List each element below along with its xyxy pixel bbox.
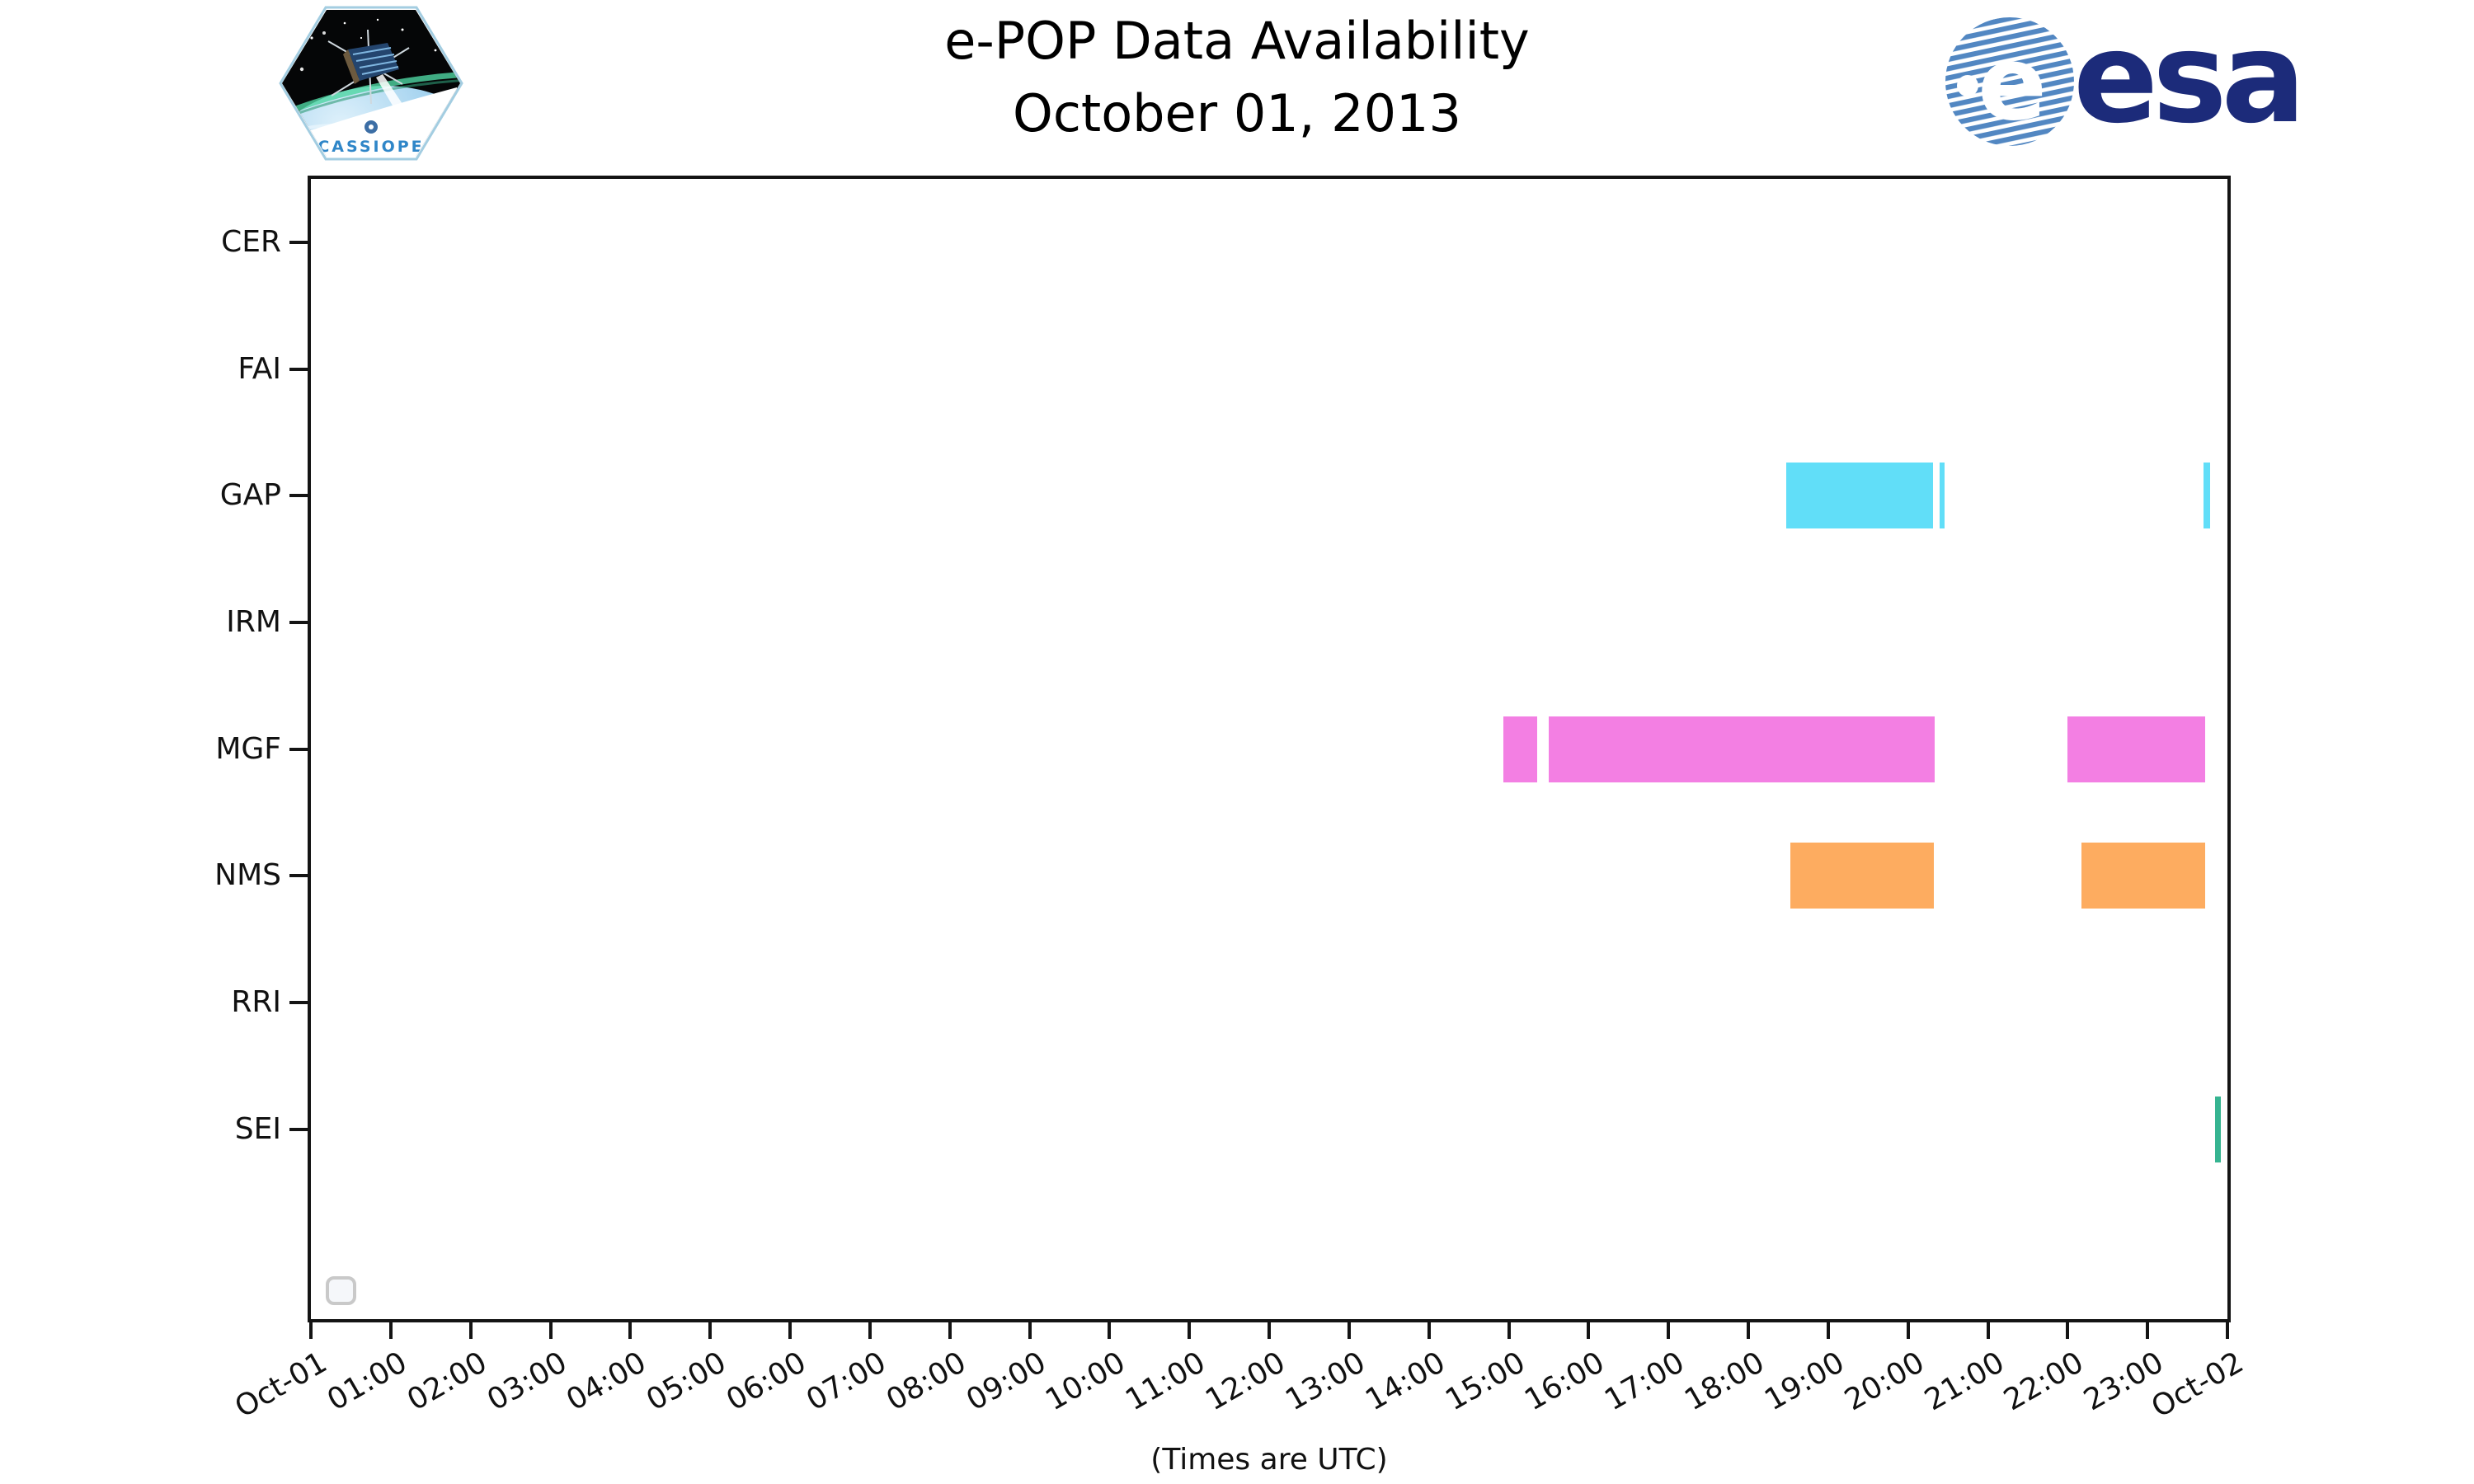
x-axis-label-1500: 15:00	[1439, 1345, 1531, 1418]
esa-globe-e: e	[1978, 25, 2047, 143]
plot-area: CER FAI GAP IRM MGF NMS RRI SEI Oct-01 01:00 02:00…	[214, 176, 2250, 1425]
x-axis-label-1000: 10:00	[1040, 1345, 1131, 1418]
availability-bar-mgf	[2067, 716, 2205, 782]
x-axis-label-0700: 07:00	[800, 1345, 892, 1418]
y-axis-label-fai: FAI	[238, 351, 281, 386]
x-axis-tick	[1906, 1319, 1910, 1339]
chart-title-line2: October 01, 2013	[1013, 83, 1461, 143]
x-axis-tick	[388, 1319, 393, 1339]
x-axis-tick	[708, 1319, 713, 1339]
x-axis-tick	[868, 1319, 872, 1339]
x-axis-label-1700: 17:00	[1599, 1345, 1691, 1418]
y-axis-tick	[289, 1000, 311, 1004]
availability-bar-gap	[2203, 463, 2210, 529]
availability-bar-sei	[2214, 1096, 2222, 1162]
x-axis-tick	[1587, 1319, 1591, 1339]
empty-legend-box	[326, 1276, 356, 1305]
y-axis-tick	[289, 874, 311, 878]
y-axis-label-irm: IRM	[226, 604, 281, 639]
x-axis-tick	[788, 1319, 792, 1339]
availability-bar-nms	[2081, 843, 2205, 909]
x-axis-label-1100: 11:00	[1120, 1345, 1211, 1418]
cassiope-patch-label: CASSIOPE	[317, 138, 424, 156]
y-axis-label-mgf: MGF	[215, 731, 281, 766]
availability-bar-mgf	[1548, 716, 1935, 782]
x-axis-label-1200: 12:00	[1200, 1345, 1291, 1418]
y-axis-label-nms: NMS	[214, 858, 281, 893]
y-axis-tick	[289, 240, 311, 244]
x-axis-tick	[1108, 1319, 1112, 1339]
y-axis-label-cer: CER	[221, 224, 281, 259]
x-axis-label-1400: 14:00	[1359, 1345, 1451, 1418]
x-axis-tick	[1667, 1319, 1671, 1339]
x-axis-label-0900: 09:00	[960, 1345, 1051, 1418]
x-axis-label-1900: 19:00	[1758, 1345, 1851, 1418]
x-axis-tick	[1747, 1319, 1750, 1339]
y-axis-label-gap: GAP	[219, 478, 281, 513]
availability-bar-gap	[1785, 463, 1933, 529]
y-axis-tick	[289, 747, 311, 751]
x-axis-tick	[309, 1319, 313, 1339]
x-axis-tick	[2066, 1319, 2070, 1339]
x-axis-label-2000: 20:00	[1838, 1345, 1931, 1418]
y-axis-tick	[289, 620, 311, 624]
x-axis-tick	[1347, 1319, 1351, 1339]
x-axis-tick	[1028, 1319, 1032, 1339]
x-axis-tick	[2226, 1319, 2229, 1339]
cassiope-patch-icon: CASSIOPE	[279, 6, 463, 161]
patch-satellite	[327, 29, 410, 105]
x-axis-label-0100: 01:00	[321, 1345, 413, 1418]
availability-bar-nms	[1790, 843, 1934, 909]
y-axis-label-rri: RRI	[231, 984, 281, 1019]
availability-bar-gap	[1940, 463, 1945, 529]
x-axis-label-0500: 05:00	[641, 1345, 732, 1418]
esa-globe-dot	[1957, 75, 1978, 96]
patch-stars	[299, 18, 445, 72]
x-axis-label-0200: 02:00	[401, 1345, 493, 1418]
x-axis-label-0400: 04:00	[561, 1345, 652, 1418]
x-axis-tick	[1507, 1319, 1511, 1339]
chart-title-line1: e-POP Data Availability	[944, 11, 1530, 71]
x-axis-label-0800: 08:00	[880, 1345, 972, 1418]
esa-globe-icon: e	[1945, 17, 2074, 146]
y-axis-tick	[289, 494, 311, 498]
x-axis-label-0300: 03:00	[481, 1345, 572, 1418]
x-axis-tick	[1826, 1319, 1830, 1339]
x-axis-label-2200: 22:00	[1998, 1345, 2090, 1418]
availability-bar-mgf	[1503, 716, 1538, 782]
x-axis-tick	[2146, 1319, 2150, 1339]
x-axis-label-2100: 21:00	[1918, 1345, 2010, 1418]
x-axis-label-1300: 13:00	[1279, 1345, 1371, 1418]
esa-logo: e esa	[1943, 5, 2331, 160]
x-axis-tick	[1427, 1319, 1431, 1339]
x-axis-label-0600: 06:00	[721, 1345, 812, 1418]
y-axis-label-sei: SEI	[234, 1111, 281, 1146]
y-axis-tick	[289, 1127, 311, 1131]
esa-wordmark: esa	[2073, 5, 2306, 151]
x-axis-label-1800: 18:00	[1679, 1345, 1771, 1418]
y-axis-tick	[289, 367, 311, 371]
x-axis-tick	[1268, 1319, 1271, 1339]
x-axis-tick	[468, 1319, 473, 1339]
x-axis-tick	[1188, 1319, 1192, 1339]
x-axis-tick	[548, 1319, 553, 1339]
x-axis-tick	[948, 1319, 952, 1339]
x-axis-caption: (Times are UTC)	[1150, 1443, 1388, 1477]
x-axis-label-oct-01: Oct-01	[229, 1345, 333, 1425]
x-axis-tick	[1986, 1319, 1990, 1339]
chart-title: e-POP Data Availability October 01, 2013	[0, 5, 2474, 150]
x-axis-tick	[628, 1319, 633, 1339]
x-axis-label-oct-02: Oct-02	[2146, 1345, 2250, 1425]
x-axis-label-1600: 16:00	[1519, 1345, 1611, 1418]
cassiope-mission-patch: CASSIOPE	[279, 5, 463, 162]
